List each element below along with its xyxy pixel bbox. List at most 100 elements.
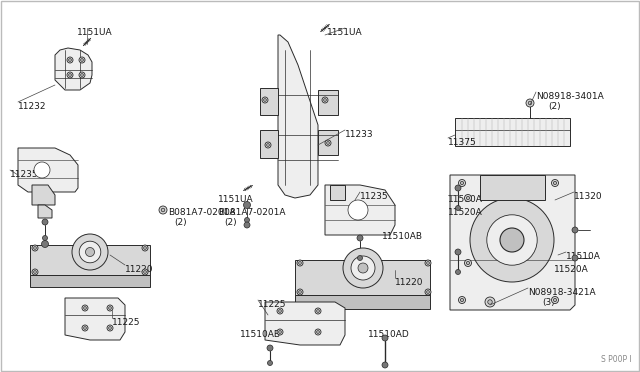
- Circle shape: [34, 271, 36, 273]
- Text: 11510AB: 11510AB: [382, 232, 423, 241]
- Circle shape: [79, 57, 85, 63]
- Circle shape: [500, 228, 524, 252]
- Text: 11225: 11225: [112, 318, 141, 327]
- Text: 11520A: 11520A: [448, 208, 483, 217]
- Circle shape: [161, 208, 165, 212]
- Text: (3): (3): [542, 298, 555, 307]
- Text: B081A7-0201A: B081A7-0201A: [218, 208, 285, 217]
- Circle shape: [467, 262, 470, 264]
- Text: 11320: 11320: [574, 192, 603, 201]
- Circle shape: [72, 234, 108, 270]
- Circle shape: [427, 262, 429, 264]
- Text: 1151UA: 1151UA: [327, 28, 363, 37]
- Circle shape: [264, 99, 266, 101]
- Circle shape: [68, 59, 71, 61]
- Circle shape: [315, 329, 321, 335]
- Text: 11510A: 11510A: [448, 195, 483, 204]
- Circle shape: [460, 298, 463, 302]
- Text: 11220: 11220: [125, 265, 154, 274]
- Circle shape: [42, 219, 48, 225]
- Circle shape: [297, 289, 303, 295]
- Circle shape: [42, 241, 49, 247]
- Circle shape: [526, 99, 534, 107]
- Circle shape: [68, 74, 71, 76]
- Circle shape: [278, 310, 282, 312]
- Circle shape: [485, 297, 495, 307]
- Circle shape: [458, 296, 465, 304]
- Bar: [295, 260, 430, 295]
- Text: (2): (2): [548, 102, 561, 111]
- Circle shape: [554, 182, 557, 185]
- Circle shape: [456, 205, 461, 211]
- Circle shape: [465, 195, 472, 202]
- Circle shape: [325, 140, 331, 146]
- Polygon shape: [265, 302, 345, 345]
- Text: 1151UA: 1151UA: [218, 195, 253, 204]
- Text: 11375: 11375: [448, 138, 477, 147]
- Circle shape: [79, 241, 101, 263]
- Circle shape: [348, 200, 368, 220]
- Text: 11235: 11235: [10, 170, 38, 179]
- Circle shape: [81, 74, 83, 76]
- Circle shape: [425, 289, 431, 295]
- Text: 11233: 11233: [345, 130, 374, 139]
- Circle shape: [109, 327, 111, 329]
- Circle shape: [82, 325, 88, 331]
- Text: 1151UA: 1151UA: [77, 28, 113, 37]
- Circle shape: [465, 260, 472, 266]
- Circle shape: [552, 296, 559, 304]
- Circle shape: [324, 99, 326, 101]
- Circle shape: [455, 249, 461, 255]
- Circle shape: [243, 202, 250, 208]
- Circle shape: [572, 255, 578, 261]
- Circle shape: [267, 144, 269, 146]
- Text: N08918-3421A: N08918-3421A: [528, 288, 596, 297]
- Circle shape: [467, 196, 470, 199]
- Polygon shape: [325, 185, 395, 235]
- Bar: [30, 245, 150, 275]
- Circle shape: [79, 72, 85, 78]
- Circle shape: [382, 362, 388, 368]
- Circle shape: [299, 262, 301, 264]
- Circle shape: [82, 305, 88, 311]
- Circle shape: [268, 360, 273, 366]
- Text: 11235: 11235: [360, 192, 388, 201]
- Text: N08918-3401A: N08918-3401A: [536, 92, 604, 101]
- Circle shape: [382, 335, 388, 341]
- Polygon shape: [260, 88, 278, 115]
- Circle shape: [84, 327, 86, 329]
- Polygon shape: [18, 148, 78, 192]
- Circle shape: [32, 269, 38, 275]
- Circle shape: [552, 180, 559, 186]
- Circle shape: [34, 247, 36, 249]
- Circle shape: [267, 345, 273, 351]
- Circle shape: [297, 260, 303, 266]
- Polygon shape: [55, 48, 92, 90]
- Circle shape: [34, 162, 50, 178]
- Circle shape: [425, 260, 431, 266]
- Circle shape: [554, 298, 557, 302]
- Polygon shape: [260, 130, 278, 158]
- Text: 11225: 11225: [258, 300, 287, 309]
- Text: 11520A: 11520A: [554, 265, 589, 274]
- Circle shape: [244, 222, 250, 228]
- Text: B081A7-0201A: B081A7-0201A: [168, 208, 236, 217]
- Text: S P00P I: S P00P I: [601, 355, 632, 364]
- Circle shape: [159, 206, 167, 214]
- Polygon shape: [318, 90, 338, 115]
- Circle shape: [86, 247, 95, 257]
- Text: 11220: 11220: [395, 278, 424, 287]
- Polygon shape: [32, 185, 55, 205]
- Circle shape: [265, 142, 271, 148]
- Text: 11510A: 11510A: [566, 252, 601, 261]
- Circle shape: [81, 59, 83, 61]
- Circle shape: [456, 269, 461, 275]
- Circle shape: [317, 310, 319, 312]
- Bar: [30, 275, 150, 287]
- Circle shape: [278, 331, 282, 333]
- Text: 11232: 11232: [18, 102, 47, 111]
- Circle shape: [299, 291, 301, 294]
- Circle shape: [572, 227, 578, 233]
- Circle shape: [262, 97, 268, 103]
- Circle shape: [42, 235, 47, 241]
